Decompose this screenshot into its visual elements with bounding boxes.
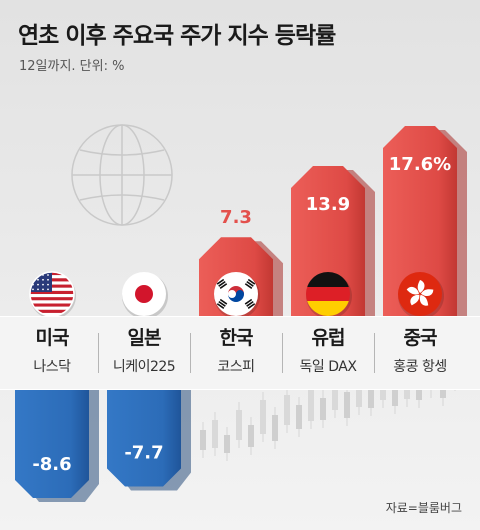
korea-flag-icon [214, 272, 260, 319]
bar-value-label: -8.6 [32, 454, 71, 475]
japan-flag-icon [122, 272, 168, 319]
chart-title: 연초 이후 주요국 주가 지수 등락률 [18, 23, 336, 49]
us-flag-icon [29, 271, 76, 319]
candle-body [344, 392, 350, 418]
category-separator [374, 333, 375, 373]
category-band [0, 316, 480, 390]
candle-body [260, 400, 266, 434]
index-name-label: 나스닥 [33, 359, 71, 375]
index-name-label: 독일 DAX [299, 359, 357, 375]
category-separator [190, 333, 191, 373]
category-label: 미국 [35, 327, 70, 349]
candle-body [272, 415, 278, 441]
hongkong-flag-icon [398, 272, 444, 319]
candle-body [200, 430, 206, 450]
candle-body [212, 420, 218, 448]
category-separator [282, 333, 283, 373]
candle-body [308, 385, 314, 421]
bar-positive [383, 126, 457, 316]
candle-body [248, 425, 254, 447]
globe-icon [71, 124, 173, 226]
candle-body [368, 388, 374, 408]
category-label: 중국 [403, 327, 438, 349]
germany-flag-icon [306, 272, 352, 319]
bar-negative [107, 388, 181, 487]
bar-value-label: 17.6% [389, 154, 451, 175]
bar-value-label: 7.3 [220, 207, 252, 228]
candle-body [356, 375, 362, 407]
candle-body [296, 405, 302, 429]
category-label: 유럽 [311, 327, 346, 349]
candle-body [392, 382, 398, 406]
candle-body [236, 410, 242, 440]
category-separator [98, 333, 99, 373]
bar-value-label: 13.9 [306, 194, 350, 215]
candle-body [320, 398, 326, 420]
source-note: 자료=블룸버그 [385, 501, 462, 515]
index-name-label: 코스피 [217, 359, 255, 375]
index-name-label: 니케이225 [112, 359, 176, 375]
bar-value-label: -7.7 [124, 442, 163, 463]
chart-subtitle: 12일까지. 단위: % [19, 59, 125, 74]
bar-negative [15, 388, 89, 498]
candle-body [332, 380, 338, 410]
index-name-label: 홍콩 항셍 [393, 359, 447, 375]
candle-body [224, 435, 230, 453]
bar-positive [291, 165, 365, 316]
candle-body [284, 395, 290, 425]
category-label: 일본 [127, 327, 162, 349]
category-label: 한국 [219, 327, 254, 349]
